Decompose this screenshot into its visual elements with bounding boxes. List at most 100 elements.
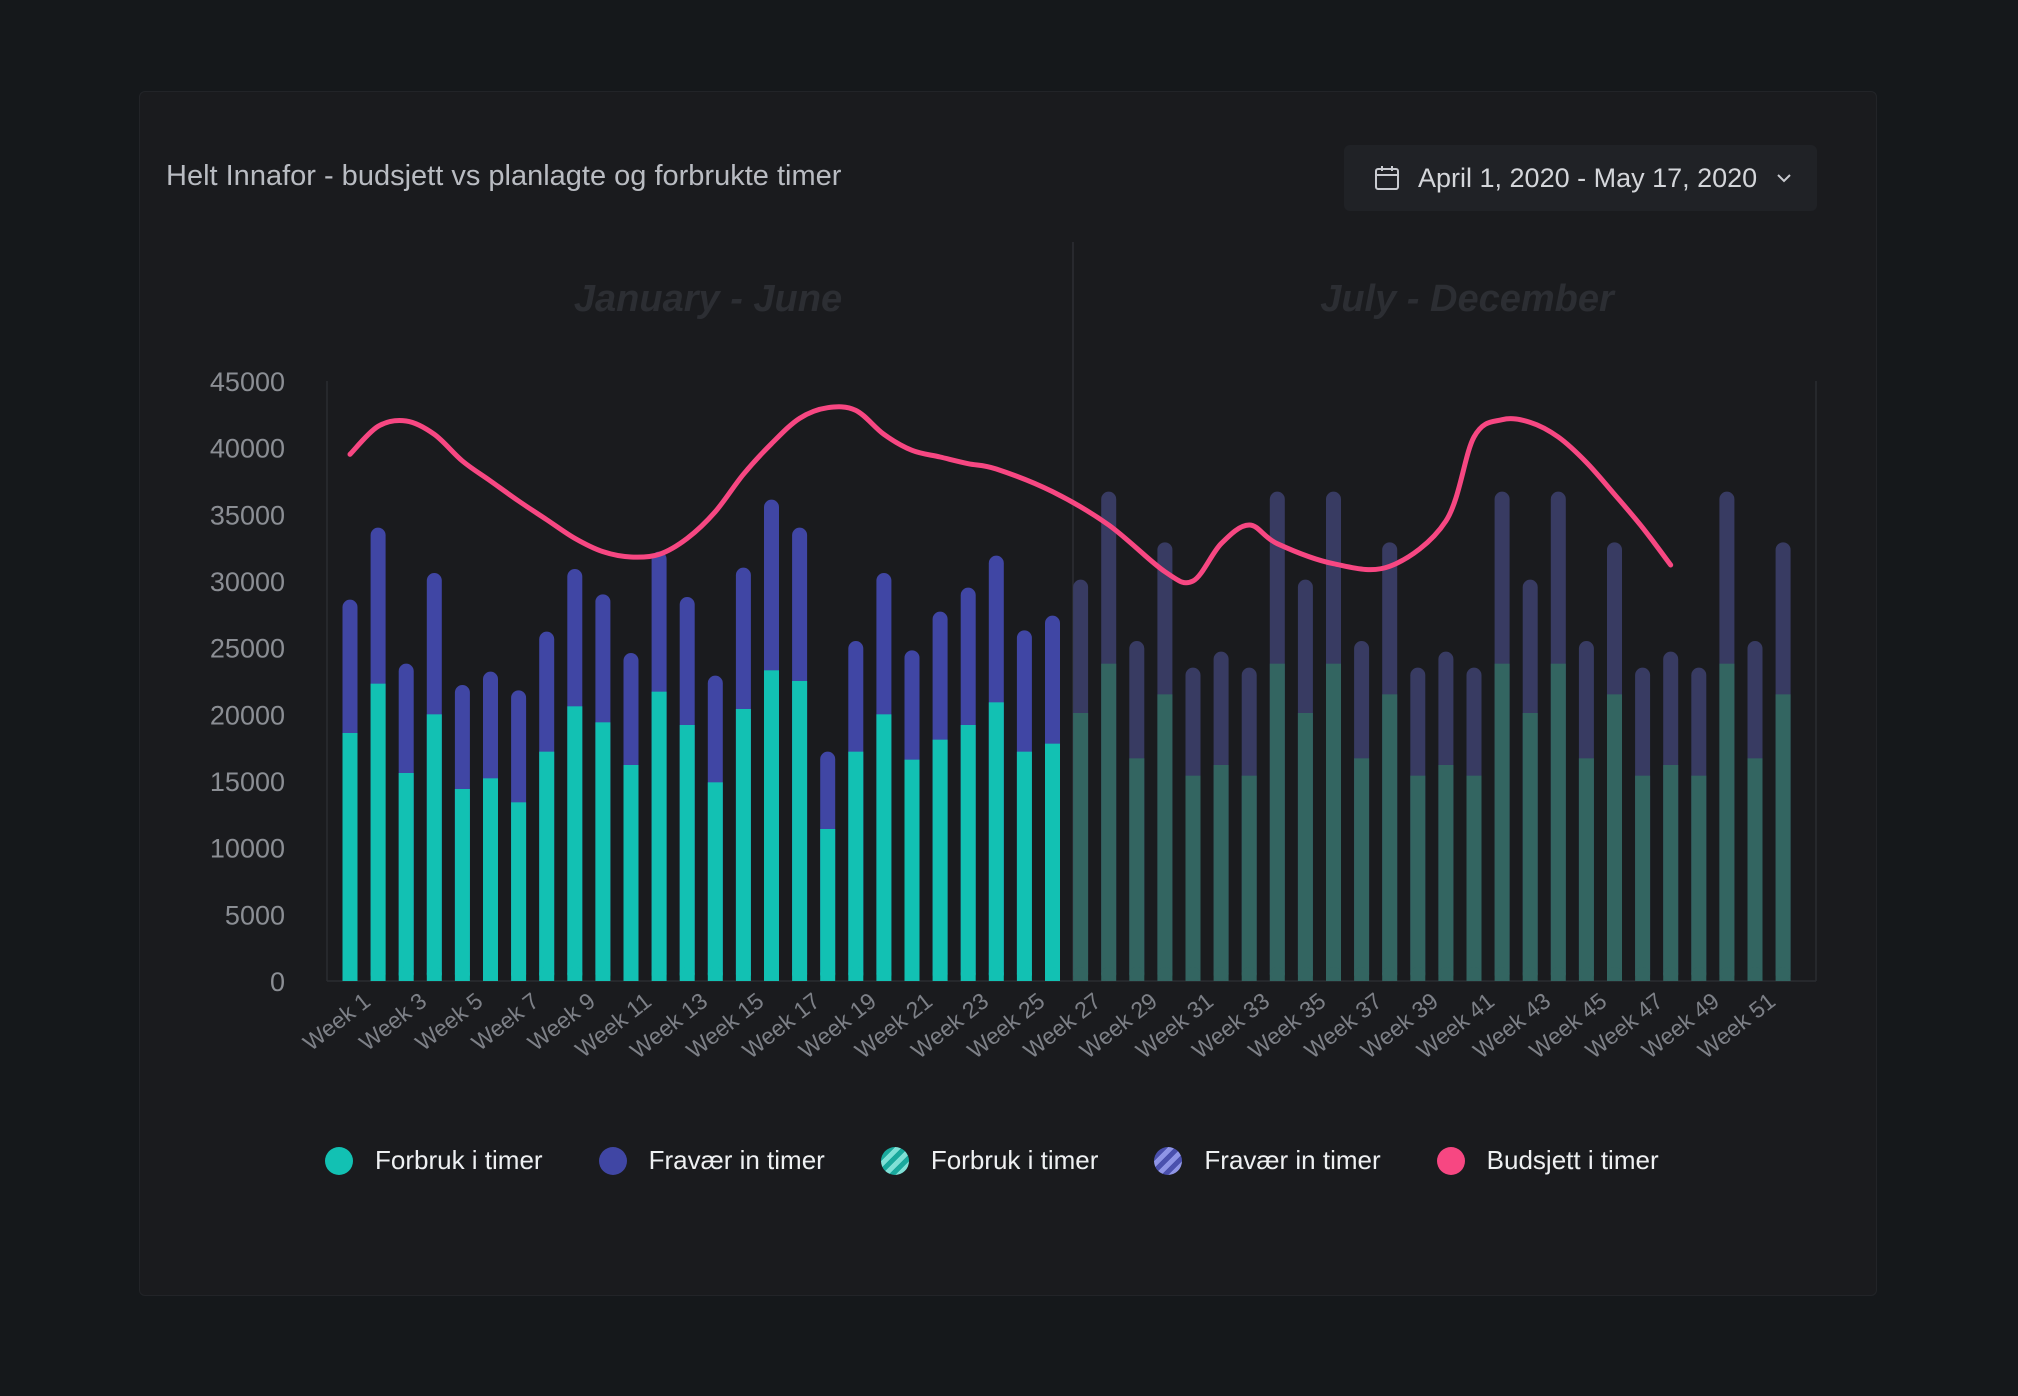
- bar-forbruk-cap: [651, 967, 667, 981]
- bar-forbruk-cap: [1438, 967, 1454, 981]
- date-range-picker[interactable]: April 1, 2020 - May 17, 2020: [1344, 145, 1817, 211]
- legend-swatch-fravaer: [598, 1146, 627, 1175]
- bar-forbruk-cap: [1354, 967, 1370, 981]
- bar-forbruk-cap: [1550, 967, 1566, 981]
- bar-forbruk-cap: [1578, 967, 1594, 981]
- bar-forbruk: [792, 681, 808, 981]
- bar-forbruk-cap: [1466, 967, 1482, 981]
- bar-forbruk: [1185, 775, 1201, 981]
- legend-label: Forbruk i timer: [930, 1145, 1099, 1175]
- bar-forbruk-cap: [820, 967, 836, 981]
- bar-forbruk-cap: [1241, 967, 1257, 981]
- bar-forbruk-cap: [1663, 967, 1679, 981]
- y-tick-label: 25000: [210, 634, 285, 664]
- bar-forbruk: [1550, 663, 1566, 981]
- legend-item-fravaer[interactable]: Fravær in timer: [598, 1145, 825, 1176]
- bar-forbruk-cap: [567, 967, 583, 981]
- bar-forbruk-cap: [623, 967, 639, 981]
- bar-forbruk: [1719, 663, 1735, 981]
- bar-forbruk: [595, 722, 611, 981]
- date-range-label: April 1, 2020 - May 17, 2020: [1418, 162, 1758, 193]
- bar-forbruk: [1578, 758, 1594, 981]
- bar-forbruk-cap: [1635, 967, 1651, 981]
- bar-forbruk-cap: [1185, 967, 1201, 981]
- y-tick-label: 5000: [225, 900, 285, 930]
- bar-forbruk: [398, 773, 414, 981]
- bar-forbruk-cap: [1494, 967, 1510, 981]
- bar-forbruk-cap: [1016, 967, 1032, 981]
- bar-forbruk: [1691, 775, 1707, 981]
- bar-forbruk: [876, 714, 892, 981]
- bar-forbruk-cap: [595, 967, 611, 981]
- legend-item-budsjett[interactable]: Budsjett i timer: [1436, 1145, 1659, 1176]
- legend-swatch-forbruk: [325, 1146, 353, 1175]
- y-tick-label: 40000: [210, 434, 285, 464]
- y-tick-label: 45000: [210, 367, 285, 397]
- bar-forbruk-cap: [735, 967, 751, 981]
- bar-forbruk: [904, 759, 920, 981]
- bar-forbruk: [370, 683, 386, 981]
- bar-forbruk-cap: [1157, 967, 1173, 981]
- bar-forbruk: [1354, 758, 1370, 981]
- bar-forbruk: [707, 782, 723, 981]
- bar-forbruk-cap: [1101, 967, 1117, 981]
- y-tick-label: 35000: [210, 500, 285, 530]
- calendar-icon: [1375, 166, 1399, 190]
- bar-forbruk: [1157, 694, 1173, 981]
- legend-item-forbruk[interactable]: Forbruk i timer: [325, 1145, 543, 1176]
- legend-swatch-fravaer-striped: [1154, 1146, 1183, 1175]
- bar-forbruk-cap: [932, 967, 948, 981]
- bar-forbruk-cap: [792, 967, 808, 981]
- period-label-second-half: July - December: [1320, 278, 1614, 320]
- bar-forbruk: [1269, 663, 1285, 981]
- bar-forbruk: [1410, 775, 1426, 981]
- bar-forbruk: [342, 733, 358, 981]
- legend-label: Fravær in timer: [1204, 1145, 1381, 1175]
- legend-label: Forbruk i timer: [375, 1145, 543, 1175]
- bar-forbruk-cap: [1607, 967, 1622, 981]
- bar-forbruk: [1775, 694, 1791, 981]
- bar-forbruk-cap: [1382, 967, 1398, 981]
- bar-forbruk-cap: [511, 967, 527, 981]
- legend-item-fravaer-planned[interactable]: Fravær in timer: [1154, 1145, 1381, 1176]
- bar-forbruk-cap: [483, 967, 498, 981]
- bar-forbruk-cap: [988, 967, 1004, 981]
- bar-forbruk: [820, 829, 836, 981]
- bar-forbruk: [454, 789, 470, 981]
- bar-forbruk: [1045, 743, 1060, 981]
- bar-forbruk: [988, 702, 1004, 981]
- bar-forbruk: [1522, 713, 1538, 981]
- bar-forbruk: [623, 765, 639, 981]
- bar-forbruk-cap: [426, 967, 442, 981]
- bar-forbruk: [539, 751, 555, 981]
- bar-forbruk: [1494, 663, 1510, 981]
- bar-forbruk: [1213, 765, 1229, 981]
- bar-forbruk-cap: [1045, 967, 1060, 981]
- bar-forbruk: [1466, 775, 1482, 981]
- bar-forbruk: [848, 751, 864, 981]
- bar-forbruk: [651, 691, 667, 981]
- bar-forbruk-cap: [454, 967, 470, 981]
- bar-forbruk: [1129, 758, 1145, 981]
- legend-swatch-budsjett: [1436, 1146, 1465, 1175]
- bar-forbruk: [1747, 758, 1763, 981]
- y-tick-label: 20000: [210, 700, 285, 730]
- bar-forbruk: [764, 670, 779, 981]
- bar-forbruk-cap: [1747, 967, 1763, 981]
- period-label-first-half: January - June: [573, 278, 843, 320]
- chart-title: Helt Innafor - budsjett vs planlagte og …: [166, 160, 842, 192]
- y-tick-label: 30000: [210, 567, 285, 597]
- bar-forbruk: [1382, 694, 1398, 981]
- bar-forbruk-cap: [370, 967, 386, 981]
- legend-item-forbruk-planned[interactable]: Forbruk i timer: [880, 1145, 1099, 1176]
- bar-forbruk-cap: [1269, 967, 1285, 981]
- bar-forbruk: [735, 709, 751, 981]
- y-tick-label: 0: [270, 967, 285, 997]
- bar-forbruk: [1635, 775, 1651, 981]
- bar-forbruk-cap: [1326, 967, 1341, 981]
- bar-forbruk-cap: [1691, 967, 1707, 981]
- bar-forbruk-cap: [398, 967, 414, 981]
- bar-forbruk-cap: [539, 967, 555, 981]
- bar-forbruk-cap: [1775, 967, 1791, 981]
- bar-forbruk: [1663, 765, 1679, 981]
